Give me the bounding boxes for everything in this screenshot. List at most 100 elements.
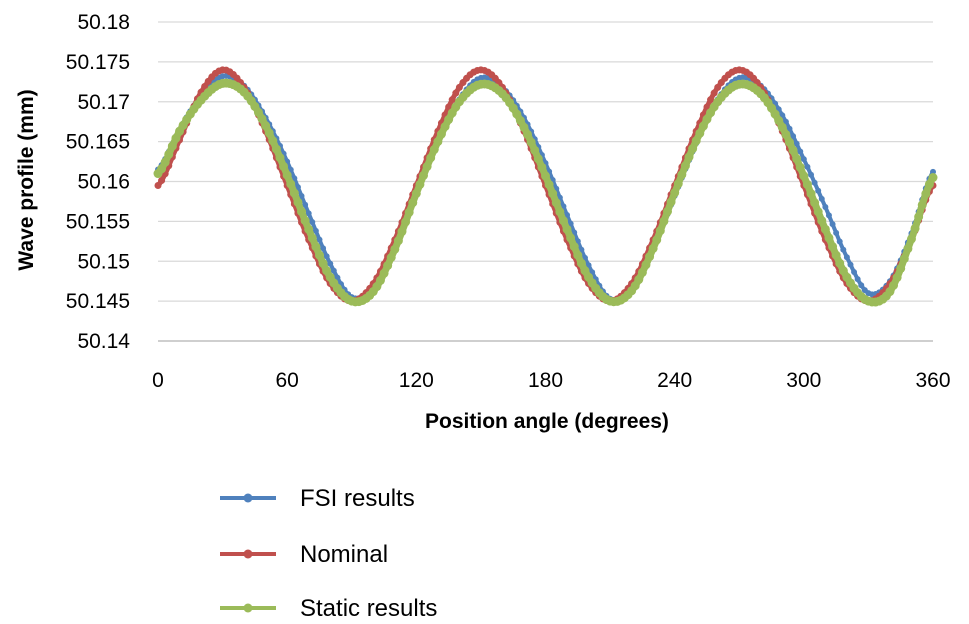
data-point bbox=[261, 121, 271, 131]
x-tick-label: 120 bbox=[399, 369, 434, 392]
data-point bbox=[386, 253, 396, 262]
data-point bbox=[544, 180, 554, 190]
data-point bbox=[784, 137, 794, 147]
data-point bbox=[799, 171, 809, 181]
data-point bbox=[297, 207, 307, 217]
data-point bbox=[833, 229, 840, 236]
data-point bbox=[782, 118, 789, 125]
data-point bbox=[896, 263, 906, 273]
legend-swatch-marker bbox=[243, 549, 253, 559]
legend-label: Static results bbox=[300, 595, 437, 622]
legend-item: Nominal bbox=[220, 541, 388, 568]
y-tick-label: 50.155 bbox=[66, 210, 130, 233]
data-point bbox=[843, 254, 850, 261]
data-point bbox=[298, 192, 305, 199]
data-point bbox=[836, 238, 843, 245]
data-point bbox=[804, 163, 811, 170]
data-point bbox=[318, 258, 328, 268]
data-point bbox=[164, 149, 174, 159]
data-point bbox=[818, 195, 825, 202]
data-point bbox=[707, 96, 715, 104]
data-point bbox=[541, 171, 550, 181]
data-point bbox=[813, 207, 823, 217]
data-point bbox=[576, 258, 586, 268]
legend-item: FSI results bbox=[220, 485, 415, 512]
data-point bbox=[645, 252, 655, 262]
data-point bbox=[569, 242, 579, 252]
data-point bbox=[906, 234, 916, 244]
data-point bbox=[684, 152, 694, 162]
data-point bbox=[829, 221, 836, 228]
data-point bbox=[268, 136, 278, 146]
data-point bbox=[858, 282, 865, 289]
data-point bbox=[305, 210, 312, 217]
data-point bbox=[714, 83, 722, 91]
data-point bbox=[455, 83, 463, 91]
data-point bbox=[519, 122, 529, 132]
data-point bbox=[786, 125, 793, 132]
data-point bbox=[515, 116, 525, 126]
legend-swatch-marker bbox=[243, 603, 253, 613]
data-point bbox=[793, 140, 800, 147]
data-point bbox=[817, 216, 827, 226]
data-point bbox=[286, 179, 296, 189]
data-point bbox=[659, 216, 669, 226]
data-point bbox=[774, 116, 784, 126]
legend-item: Static results bbox=[220, 595, 437, 622]
data-point bbox=[892, 273, 902, 283]
data-point bbox=[282, 170, 292, 180]
data-point bbox=[824, 233, 834, 243]
data-point bbox=[889, 280, 899, 290]
data-point bbox=[903, 244, 913, 254]
data-point bbox=[820, 224, 830, 234]
y-tick-label: 50.18 bbox=[77, 11, 130, 34]
data-point bbox=[307, 233, 317, 243]
data-point bbox=[854, 276, 861, 283]
x-tick-label: 300 bbox=[786, 369, 821, 392]
data-point bbox=[825, 212, 832, 219]
data-point bbox=[429, 145, 439, 155]
data-point bbox=[271, 144, 281, 154]
data-point bbox=[320, 245, 327, 252]
data-point bbox=[910, 223, 920, 233]
data-point bbox=[790, 133, 797, 140]
y-tick-label: 50.16 bbox=[77, 171, 130, 194]
x-tick-label: 360 bbox=[915, 369, 950, 392]
data-point bbox=[445, 103, 453, 111]
data-point bbox=[800, 156, 807, 163]
data-point bbox=[928, 173, 938, 183]
data-point bbox=[264, 128, 274, 138]
data-point bbox=[302, 201, 309, 208]
data-point bbox=[411, 188, 421, 198]
y-axis-title: Wave profile (mm) bbox=[15, 89, 38, 270]
data-point bbox=[526, 137, 536, 147]
series-layer bbox=[153, 66, 938, 307]
data-point bbox=[562, 224, 572, 234]
data-point bbox=[899, 254, 909, 264]
data-point bbox=[566, 233, 576, 243]
data-point bbox=[781, 129, 791, 139]
x-axis-title: Position angle (degrees) bbox=[425, 410, 669, 433]
data-point bbox=[426, 153, 436, 163]
data-point bbox=[393, 236, 403, 246]
data-point bbox=[695, 128, 705, 138]
data-point bbox=[815, 187, 822, 194]
data-point bbox=[530, 145, 540, 155]
data-point bbox=[822, 204, 829, 211]
data-point bbox=[921, 189, 931, 199]
y-tick-label: 50.165 bbox=[66, 131, 130, 154]
data-point bbox=[673, 179, 683, 189]
data-point bbox=[573, 250, 583, 260]
x-tick-label: 60 bbox=[275, 369, 298, 392]
data-point bbox=[422, 162, 432, 172]
data-point bbox=[201, 83, 209, 91]
data-point bbox=[316, 236, 323, 243]
x-tick-label: 180 bbox=[528, 369, 563, 392]
data-point bbox=[154, 181, 162, 189]
data-point bbox=[567, 220, 574, 227]
data-point bbox=[680, 161, 690, 171]
data-point bbox=[670, 188, 680, 198]
data-point bbox=[401, 217, 411, 227]
data-point bbox=[810, 198, 820, 208]
data-point bbox=[157, 164, 167, 174]
